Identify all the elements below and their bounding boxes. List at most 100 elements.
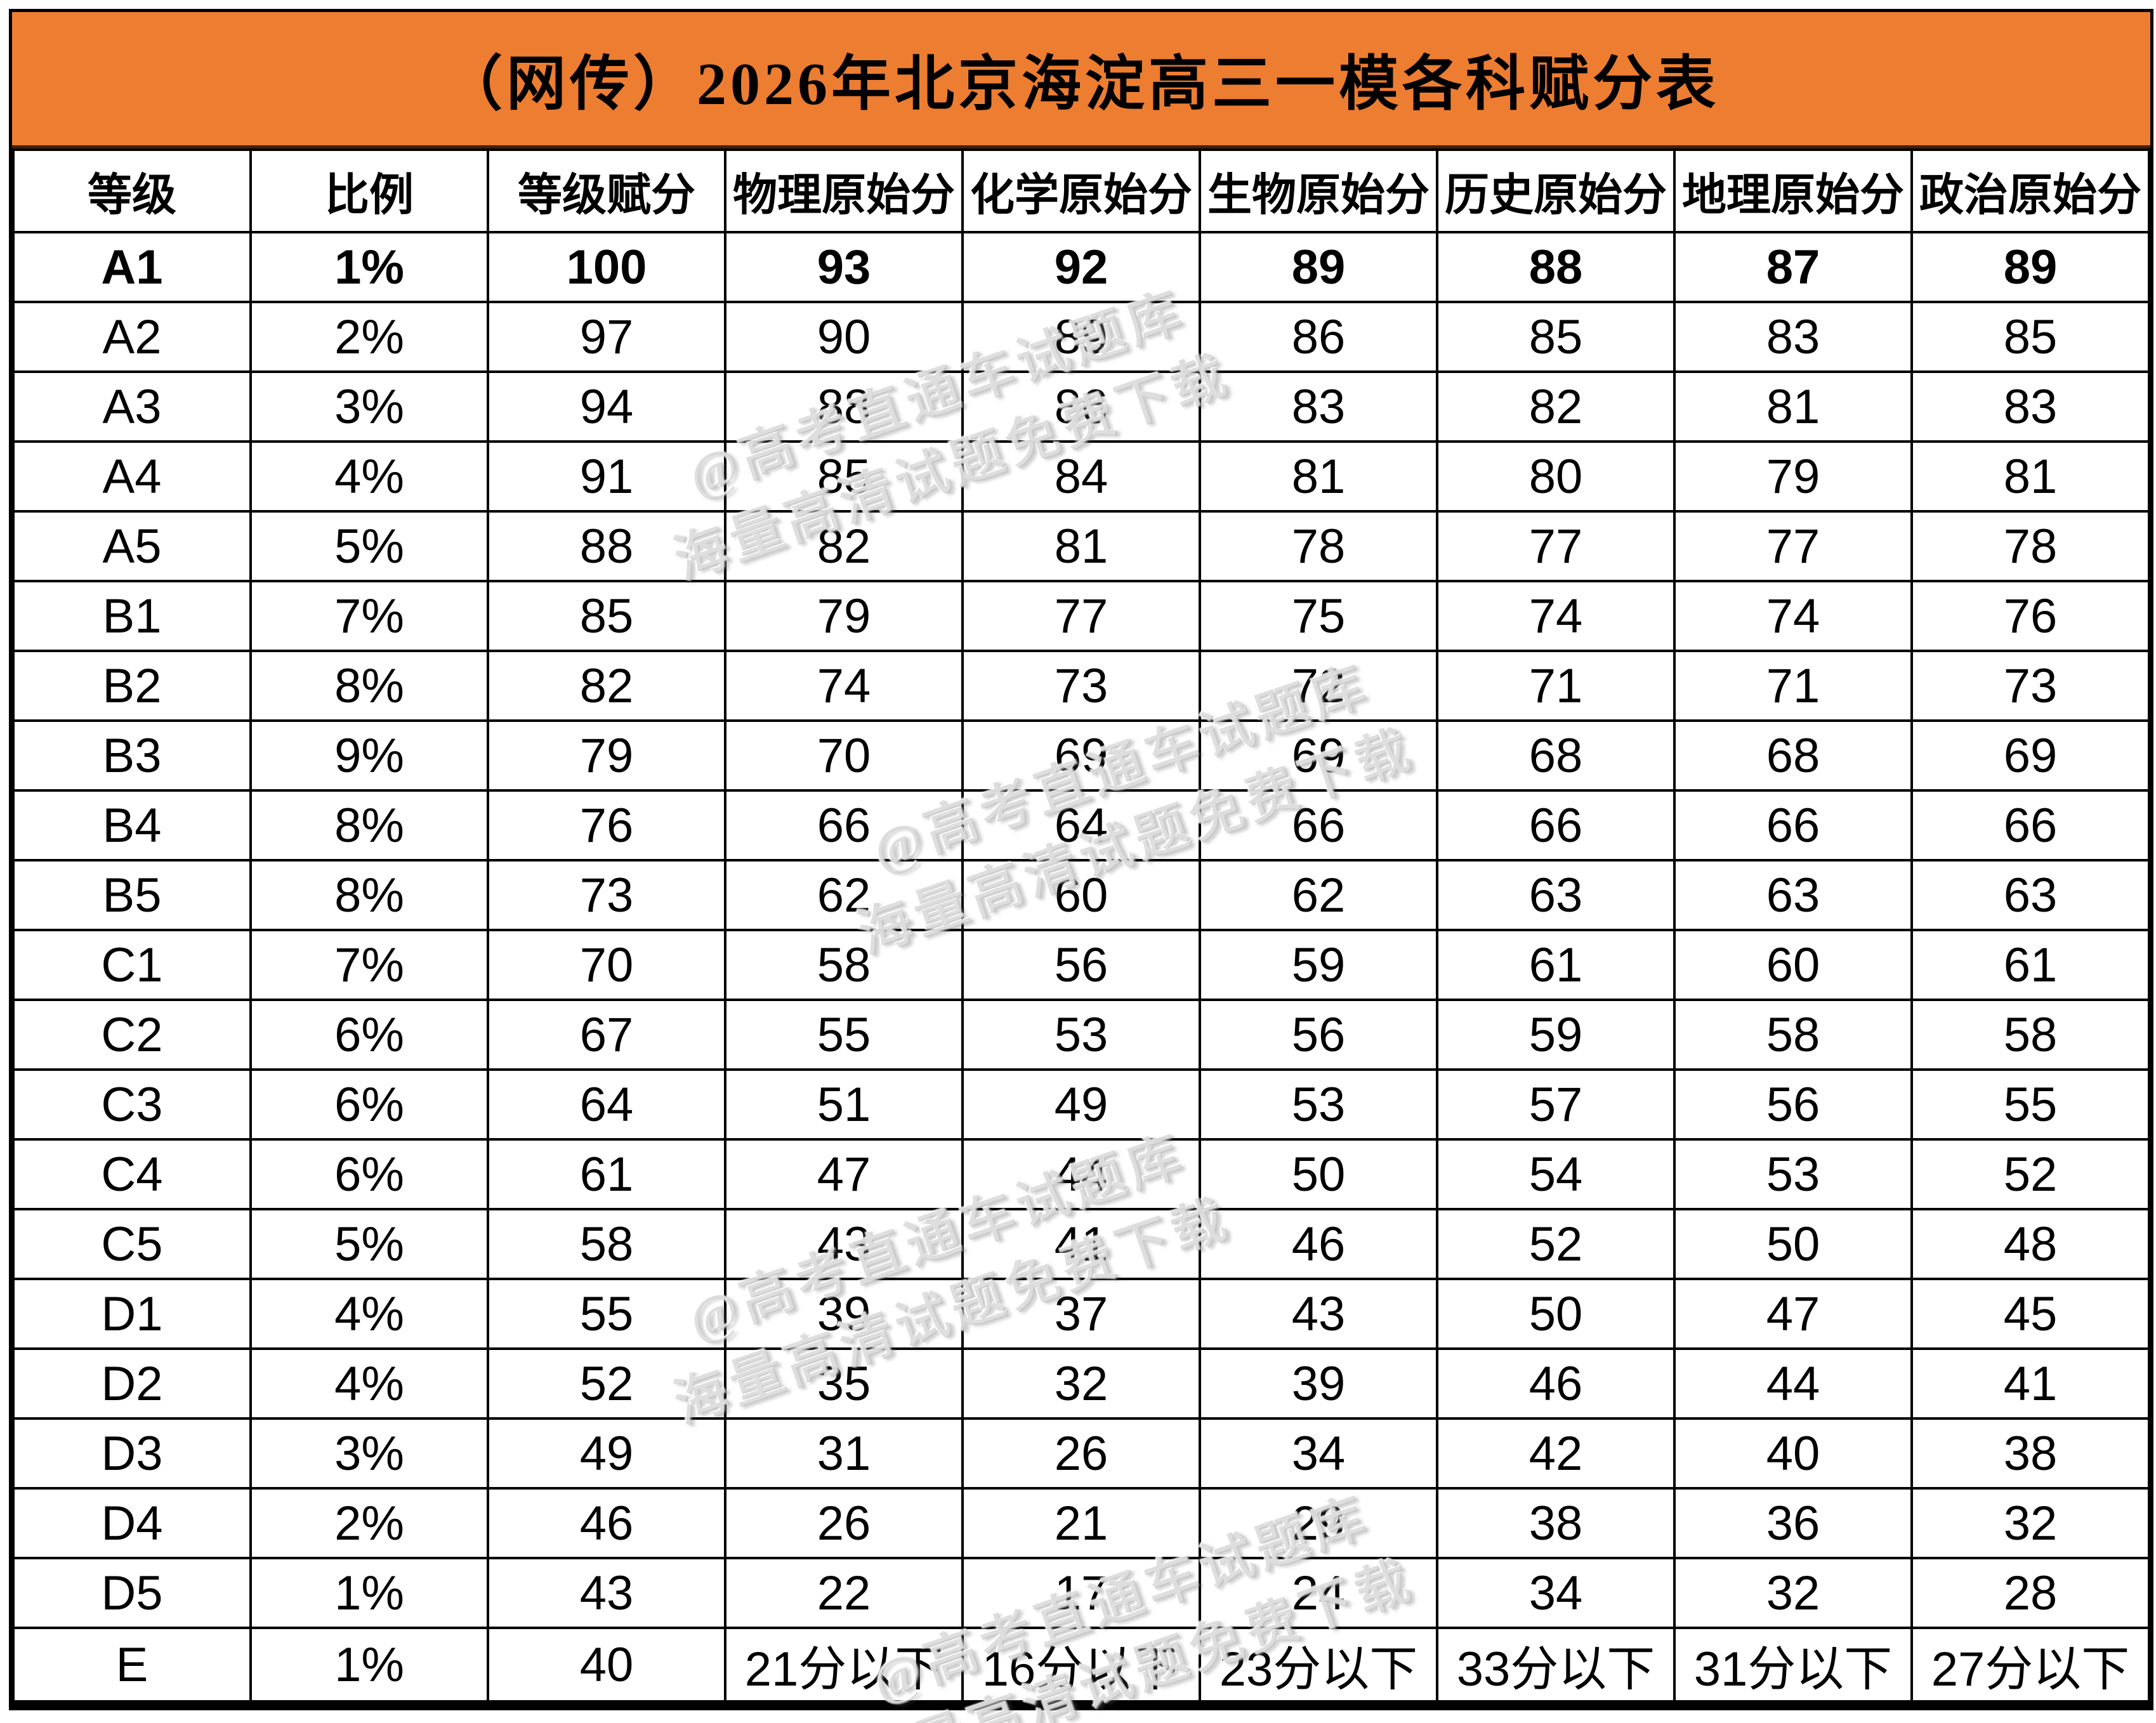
ratio-cell: 3% xyxy=(249,1417,489,1490)
physics-cell: 51 xyxy=(724,1068,964,1141)
history-cell: 34 xyxy=(1436,1557,1676,1629)
biology-cell: 50 xyxy=(1199,1138,1438,1210)
ratio-cell: 8% xyxy=(249,859,489,931)
history-cell: 77 xyxy=(1436,510,1676,582)
history-cell: 68 xyxy=(1436,719,1676,792)
assigned-score-cell: 91 xyxy=(487,440,726,513)
grade-cell: B3 xyxy=(12,719,252,792)
table-row: E 1% 40 21分以下 16分以下 23分以下 33分以下 31分以下 27分以下 xyxy=(12,1627,2150,1703)
history-cell: 80 xyxy=(1436,440,1676,513)
politics-cell: 81 xyxy=(1910,440,2150,513)
history-cell: 74 xyxy=(1436,580,1676,652)
header-physics: 物理原始分 xyxy=(724,148,964,233)
physics-cell: 62 xyxy=(724,859,964,931)
assigned-score-cell: 70 xyxy=(487,929,726,1001)
politics-cell: 76 xyxy=(1910,580,2150,652)
table-row: A1 1% 100 93 92 89 88 87 89 xyxy=(12,231,2150,303)
geography-cell: 31分以下 xyxy=(1673,1627,1913,1703)
politics-cell: 61 xyxy=(1910,929,2150,1001)
table-row: B3 9% 79 70 69 69 68 68 69 xyxy=(12,719,2150,792)
assigned-score-cell: 58 xyxy=(487,1208,726,1280)
physics-cell: 88 xyxy=(724,370,964,443)
biology-cell: 78 xyxy=(1199,510,1438,582)
chemistry-cell: 81 xyxy=(961,510,1201,582)
chemistry-cell: 32 xyxy=(961,1347,1201,1420)
biology-cell: 39 xyxy=(1199,1347,1438,1420)
biology-cell: 83 xyxy=(1199,370,1438,443)
geography-cell: 83 xyxy=(1673,301,1913,373)
ratio-cell: 4% xyxy=(249,440,489,513)
politics-cell: 45 xyxy=(1910,1278,2150,1350)
grade-cell: B1 xyxy=(12,580,252,652)
assigned-score-cell: 94 xyxy=(487,370,726,443)
table-row: D5 1% 43 22 17 24 34 32 28 xyxy=(12,1557,2150,1629)
table-row: B1 7% 85 79 77 75 74 74 76 xyxy=(12,580,2150,652)
table-row: A5 5% 88 82 81 78 77 77 78 xyxy=(12,510,2150,582)
biology-cell: 43 xyxy=(1199,1278,1438,1350)
history-cell: 85 xyxy=(1436,301,1676,373)
politics-cell: 58 xyxy=(1910,999,2150,1071)
assigned-score-cell: 79 xyxy=(487,719,726,792)
table-row: C1 7% 70 58 56 59 61 60 61 xyxy=(12,929,2150,1001)
history-cell: 42 xyxy=(1436,1417,1676,1490)
ratio-cell: 7% xyxy=(249,580,489,652)
biology-cell: 75 xyxy=(1199,580,1438,652)
biology-cell: 34 xyxy=(1199,1417,1438,1490)
score-table-container: （网传）2026年北京海淀高三一模各科赋分表 等级 比例 等级赋分 物理原始分 … xyxy=(9,9,2153,1710)
biology-cell: 24 xyxy=(1199,1557,1438,1629)
physics-cell: 21分以下 xyxy=(724,1627,964,1703)
physics-cell: 85 xyxy=(724,440,964,513)
ratio-cell: 6% xyxy=(249,1068,489,1141)
table-row: D4 2% 46 26 21 29 38 36 32 xyxy=(12,1487,2150,1559)
assigned-score-cell: 52 xyxy=(487,1347,726,1420)
assigned-score-cell: 61 xyxy=(487,1138,726,1210)
chemistry-cell: 60 xyxy=(961,859,1201,931)
grade-cell: D4 xyxy=(12,1487,252,1559)
table-row: B4 8% 76 66 64 66 66 66 66 xyxy=(12,789,2150,862)
header-ratio: 比例 xyxy=(249,148,489,233)
geography-cell: 58 xyxy=(1673,999,1913,1071)
grade-cell: D1 xyxy=(12,1278,252,1350)
grade-cell: A1 xyxy=(12,231,252,303)
politics-cell: 85 xyxy=(1910,301,2150,373)
table-row: A4 4% 91 85 84 81 80 79 81 xyxy=(12,440,2150,513)
chemistry-cell: 92 xyxy=(961,231,1201,303)
table-row: C5 5% 58 43 41 46 52 50 48 xyxy=(12,1208,2150,1280)
table-row: C3 6% 64 51 49 53 57 56 55 xyxy=(12,1068,2150,1141)
chemistry-cell: 21 xyxy=(961,1487,1201,1559)
score-table: 等级 比例 等级赋分 物理原始分 化学原始分 生物原始分 历史原始分 地理原始分… xyxy=(12,148,2150,1703)
history-cell: 54 xyxy=(1436,1138,1676,1210)
geography-cell: 47 xyxy=(1673,1278,1913,1350)
assigned-score-cell: 100 xyxy=(487,231,726,303)
politics-cell: 83 xyxy=(1910,370,2150,443)
assigned-score-cell: 64 xyxy=(487,1068,726,1141)
grade-cell: A5 xyxy=(12,510,252,582)
history-cell: 46 xyxy=(1436,1347,1676,1420)
assigned-score-cell: 67 xyxy=(487,999,726,1071)
header-politics: 政治原始分 xyxy=(1910,148,2150,233)
ratio-cell: 1% xyxy=(249,1557,489,1629)
header-history: 历史原始分 xyxy=(1436,148,1676,233)
history-cell: 57 xyxy=(1436,1068,1676,1141)
grade-cell: B2 xyxy=(12,650,252,722)
assigned-score-cell: 43 xyxy=(487,1557,726,1629)
biology-cell: 69 xyxy=(1199,719,1438,792)
assigned-score-cell: 76 xyxy=(487,789,726,862)
title-bar: （网传）2026年北京海淀高三一模各科赋分表 xyxy=(12,12,2150,148)
geography-cell: 44 xyxy=(1673,1347,1913,1420)
assigned-score-cell: 40 xyxy=(487,1627,726,1703)
grade-cell: D2 xyxy=(12,1347,252,1420)
biology-cell: 56 xyxy=(1199,999,1438,1071)
geography-cell: 81 xyxy=(1673,370,1913,443)
chemistry-cell: 86 xyxy=(961,370,1201,443)
geography-cell: 53 xyxy=(1673,1138,1913,1210)
table-row: A3 3% 94 88 86 83 82 81 83 xyxy=(12,370,2150,443)
physics-cell: 74 xyxy=(724,650,964,722)
chemistry-cell: 16分以下 xyxy=(961,1627,1201,1703)
history-cell: 38 xyxy=(1436,1487,1676,1559)
politics-cell: 63 xyxy=(1910,859,2150,931)
geography-cell: 71 xyxy=(1673,650,1913,722)
biology-cell: 53 xyxy=(1199,1068,1438,1141)
physics-cell: 22 xyxy=(724,1557,964,1629)
header-chemistry: 化学原始分 xyxy=(961,148,1201,233)
